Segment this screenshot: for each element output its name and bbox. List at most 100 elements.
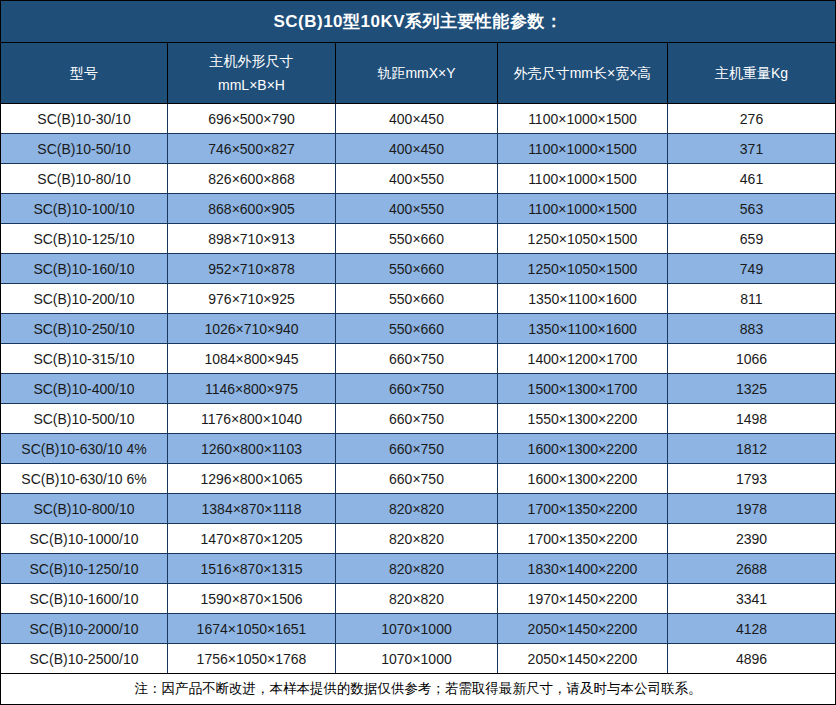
table-cell: SC(B)10-1250/10 <box>1 554 168 583</box>
table-cell: SC(B)10-160/10 <box>1 254 168 283</box>
table-cell: 1146×800×975 <box>168 374 336 403</box>
table-cell: 1756×1050×1768 <box>168 644 336 673</box>
table-cell: 1100×1000×1500 <box>498 134 668 163</box>
table-cell: 1550×1300×2200 <box>498 404 668 433</box>
table-cell: 4128 <box>668 614 835 643</box>
table-cell: 1590×870×1506 <box>168 584 336 613</box>
table-cell: 1400×1200×1700 <box>498 344 668 373</box>
table-cell: 820×820 <box>336 584 498 613</box>
table-row: SC(B)10-400/101146×800×975660×7501500×13… <box>1 374 835 404</box>
table-cell: 371 <box>668 134 835 163</box>
table-cell: 1100×1000×1500 <box>498 164 668 193</box>
table-cell: 461 <box>668 164 835 193</box>
table-cell: 2688 <box>668 554 835 583</box>
table-cell: 1830×1400×2200 <box>498 554 668 583</box>
table-cell: 276 <box>668 104 835 133</box>
table-cell: 1250×1050×1500 <box>498 254 668 283</box>
table-cell: 1470×870×1205 <box>168 524 336 553</box>
table-cell: 1070×1000 <box>336 614 498 643</box>
table-cell: 1700×1350×2200 <box>498 524 668 553</box>
table-cell: 1066 <box>668 344 835 373</box>
table-row: SC(B)10-50/10746×500×827400×4501100×1000… <box>1 134 835 164</box>
table-cell: 1793 <box>668 464 835 493</box>
table-cell: 2050×1450×2200 <box>498 644 668 673</box>
table-cell: 660×750 <box>336 464 498 493</box>
table-cell: 400×450 <box>336 104 498 133</box>
table-row: SC(B)10-1600/101590×870×1506820×8201970×… <box>1 584 835 614</box>
table-cell: 659 <box>668 224 835 253</box>
table-cell: 1100×1000×1500 <box>498 194 668 223</box>
table-cell: 660×750 <box>336 404 498 433</box>
table-cell: 1978 <box>668 494 835 523</box>
table-cell: 4896 <box>668 644 835 673</box>
table-row: SC(B)10-2500/101756×1050×17681070×100020… <box>1 644 835 674</box>
table-row: SC(B)10-500/101176×800×1040660×7501550×1… <box>1 404 835 434</box>
table-cell: 660×750 <box>336 344 498 373</box>
table-row: SC(B)10-80/10826×600×868400×5501100×1000… <box>1 164 835 194</box>
table-cell: 400×450 <box>336 134 498 163</box>
table-cell: 1350×1100×1600 <box>498 284 668 313</box>
table-row: SC(B)10-100/10868×600×905400×5501100×100… <box>1 194 835 224</box>
table-cell: 1812 <box>668 434 835 463</box>
table-cell: SC(B)10-200/10 <box>1 284 168 313</box>
column-header: 外壳尺寸mm长×宽×高 <box>498 43 668 103</box>
table-cell: 1384×870×1118 <box>168 494 336 523</box>
column-header: 轨距mmX×Y <box>336 43 498 103</box>
table-row: SC(B)10-125/10898×710×913550×6601250×105… <box>1 224 835 254</box>
column-header: 型号 <box>1 43 168 103</box>
footnote: 注：因产品不断改进，本样本提供的数据仅供参考；若需取得最新尺寸，请及时与本公司联… <box>1 674 835 703</box>
column-header: 主机重量Kg <box>668 43 835 103</box>
table-cell: 1498 <box>668 404 835 433</box>
table-row: SC(B)10-1000/101470×870×1205820×8201700×… <box>1 524 835 554</box>
table-cell: 400×550 <box>336 194 498 223</box>
table-cell: 976×710×925 <box>168 284 336 313</box>
table-cell: 1674×1050×1651 <box>168 614 336 643</box>
table-cell: 550×660 <box>336 254 498 283</box>
table-cell: 1325 <box>668 374 835 403</box>
table-cell: 826×600×868 <box>168 164 336 193</box>
table-row: SC(B)10-250/101026×710×940550×6601350×11… <box>1 314 835 344</box>
table-cell: 1500×1300×1700 <box>498 374 668 403</box>
header-row: 型号主机外形尺寸 mmL×B×H轨距mmX×Y外壳尺寸mm长×宽×高主机重量Kg <box>1 43 835 104</box>
table-cell: 660×750 <box>336 374 498 403</box>
table-cell: 1350×1100×1600 <box>498 314 668 343</box>
table-cell: SC(B)10-2500/10 <box>1 644 168 673</box>
table-cell: 1600×1300×2200 <box>498 464 668 493</box>
table-cell: 898×710×913 <box>168 224 336 253</box>
table-row: SC(B)10-800/101384×870×1118820×8201700×1… <box>1 494 835 524</box>
table-cell: SC(B)10-250/10 <box>1 314 168 343</box>
table-body: SC(B)10-30/10696×500×790400×4501100×1000… <box>1 104 835 674</box>
table-cell: SC(B)10-630/10 4% <box>1 434 168 463</box>
column-header: 主机外形尺寸 mmL×B×H <box>168 43 336 103</box>
table-cell: 1100×1000×1500 <box>498 104 668 133</box>
table-cell: 400×550 <box>336 164 498 193</box>
table-cell: 1296×800×1065 <box>168 464 336 493</box>
table-cell: 3341 <box>668 584 835 613</box>
table-row: SC(B)10-630/10 6%1296×800×1065660×750160… <box>1 464 835 494</box>
table-cell: 1700×1350×2200 <box>498 494 668 523</box>
table-cell: 550×660 <box>336 314 498 343</box>
table-cell: 2390 <box>668 524 835 553</box>
table-row: SC(B)10-30/10696×500×790400×4501100×1000… <box>1 104 835 134</box>
table-cell: SC(B)10-800/10 <box>1 494 168 523</box>
table-title: SC(B)10型10KV系列主要性能参数： <box>1 1 835 43</box>
table-cell: 2050×1450×2200 <box>498 614 668 643</box>
table-row: SC(B)10-200/10976×710×925550×6601350×110… <box>1 284 835 314</box>
table-cell: 1600×1300×2200 <box>498 434 668 463</box>
table-cell: SC(B)10-500/10 <box>1 404 168 433</box>
table-cell: SC(B)10-80/10 <box>1 164 168 193</box>
table-cell: 1176×800×1040 <box>168 404 336 433</box>
table-cell: 1260×800×1103 <box>168 434 336 463</box>
table-cell: SC(B)10-1000/10 <box>1 524 168 553</box>
table-cell: 746×500×827 <box>168 134 336 163</box>
table-cell: 811 <box>668 284 835 313</box>
table-cell: 563 <box>668 194 835 223</box>
table-cell: SC(B)10-315/10 <box>1 344 168 373</box>
table-cell: 1970×1450×2200 <box>498 584 668 613</box>
table-cell: 1026×710×940 <box>168 314 336 343</box>
table-cell: 1250×1050×1500 <box>498 224 668 253</box>
table-cell: 696×500×790 <box>168 104 336 133</box>
table-row: SC(B)10-160/10952×710×878550×6601250×105… <box>1 254 835 284</box>
table-cell: 820×820 <box>336 494 498 523</box>
table-cell: SC(B)10-400/10 <box>1 374 168 403</box>
